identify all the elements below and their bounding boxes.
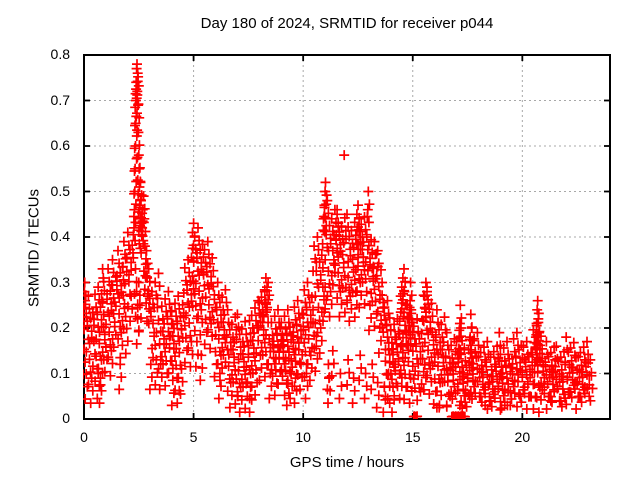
plot-border [83, 54, 611, 420]
x-axis-label: GPS time / hours [289, 454, 405, 471]
y-tick-label: 0.6 [50, 137, 70, 153]
y-tick-label: 0.8 [50, 46, 70, 62]
y-tick-label: 0.2 [50, 319, 70, 335]
y-tick-label: 0.5 [50, 182, 70, 199]
x-tick-label: 10 [295, 429, 311, 445]
x-tick-label: 0 [80, 429, 88, 445]
data-points [83, 59, 598, 419]
y-tick-label: 0.1 [50, 364, 70, 381]
y-tick-label: 0.4 [50, 228, 70, 244]
x-tick-label: 20 [514, 429, 531, 445]
x-tick-label: 5 [189, 429, 198, 445]
chart-title: Day 180 of 2024, SRMTID for receiver p04… [200, 15, 494, 32]
x-tick-label: 15 [404, 429, 421, 445]
y-tick-label: 0.7 [50, 91, 70, 108]
y-tick-label: 0 [62, 410, 70, 426]
y-tick-label: 0.3 [50, 273, 70, 290]
